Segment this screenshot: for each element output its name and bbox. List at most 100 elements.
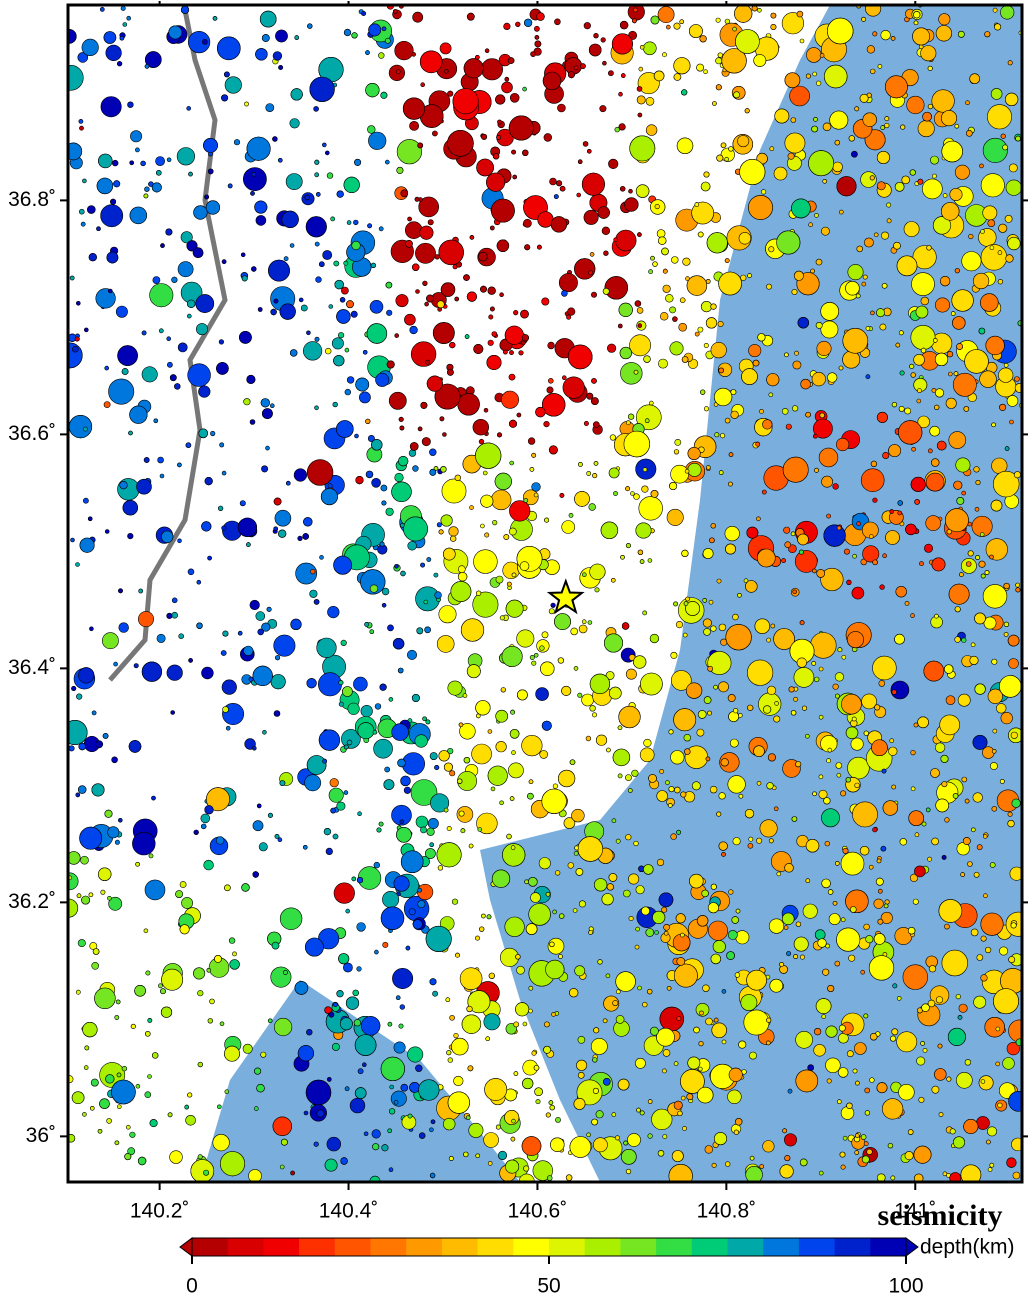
quake-dot bbox=[278, 838, 282, 842]
quake-dot bbox=[563, 377, 585, 399]
quake-dot bbox=[684, 749, 690, 755]
quake-dot bbox=[711, 342, 727, 358]
quake-dot bbox=[575, 846, 579, 850]
quake-dot bbox=[697, 915, 708, 926]
quake-dot bbox=[722, 852, 726, 856]
quake-dot bbox=[848, 264, 863, 279]
quake-dot bbox=[511, 1137, 515, 1141]
quake-dot bbox=[843, 328, 868, 353]
quake-dot bbox=[870, 176, 874, 180]
quake-dot bbox=[529, 986, 533, 990]
quake-dot bbox=[394, 876, 409, 891]
quake-dot bbox=[101, 205, 123, 227]
quake-dot bbox=[566, 1175, 572, 1181]
quake-dot bbox=[587, 471, 591, 475]
quake-dot bbox=[857, 522, 861, 526]
quake-dot bbox=[522, 735, 543, 756]
quake-dot bbox=[123, 23, 127, 27]
quake-dot bbox=[855, 1134, 859, 1138]
quake-dot bbox=[416, 816, 428, 828]
quake-dot bbox=[298, 1045, 314, 1061]
quake-dot bbox=[241, 253, 245, 257]
quake-dot bbox=[813, 792, 817, 796]
quake-dot bbox=[889, 445, 901, 457]
colorbar-swatch bbox=[656, 1238, 692, 1256]
quake-dot bbox=[873, 827, 878, 832]
quake-dot bbox=[918, 179, 923, 184]
quake-dot bbox=[129, 431, 133, 435]
quake-dot bbox=[708, 921, 727, 940]
quake-dot bbox=[485, 1078, 507, 1100]
quake-dot bbox=[782, 559, 786, 563]
quake-dot bbox=[701, 301, 712, 312]
quake-dot bbox=[510, 93, 519, 102]
quake-dot bbox=[257, 804, 261, 808]
quake-dot bbox=[864, 1014, 868, 1018]
quake-dot bbox=[473, 592, 498, 617]
quake-dot bbox=[283, 970, 287, 974]
quake-dot bbox=[890, 739, 894, 743]
quake-dot bbox=[671, 465, 689, 483]
quake-dot bbox=[955, 269, 959, 273]
quake-dot bbox=[625, 198, 639, 212]
quake-dot bbox=[171, 711, 175, 715]
quake-dot bbox=[975, 507, 979, 511]
quake-dot bbox=[836, 438, 849, 451]
quake-dot bbox=[739, 794, 743, 798]
quake-dot bbox=[955, 637, 961, 643]
quake-dot bbox=[922, 1004, 930, 1012]
quake-dot bbox=[145, 64, 149, 68]
basemap bbox=[57, 1, 1030, 1190]
quake-dot bbox=[740, 159, 765, 184]
quake-dot bbox=[940, 276, 950, 286]
quake-dot bbox=[492, 870, 510, 888]
quake-dot bbox=[220, 1152, 244, 1176]
quake-dot bbox=[945, 818, 950, 823]
quake-dot bbox=[769, 919, 784, 934]
quake-dot bbox=[500, 616, 504, 620]
quake-dot bbox=[431, 1120, 435, 1124]
quake-dot bbox=[769, 839, 773, 843]
quake-dot bbox=[325, 1159, 337, 1171]
quake-dot bbox=[935, 743, 945, 753]
quake-dot bbox=[389, 1168, 393, 1172]
quake-dot bbox=[821, 227, 829, 235]
quake-dot bbox=[864, 1142, 868, 1146]
quake-dot bbox=[645, 419, 649, 423]
quake-dot bbox=[699, 1011, 703, 1015]
quake-dot bbox=[711, 304, 717, 310]
quake-dot bbox=[658, 237, 666, 245]
quake-dot bbox=[524, 19, 532, 27]
quake-dot bbox=[501, 391, 518, 408]
quake-dot bbox=[442, 479, 466, 503]
quake-dot bbox=[98, 154, 112, 168]
quake-dot bbox=[883, 801, 898, 816]
quake-dot bbox=[648, 559, 652, 563]
quake-dot bbox=[639, 67, 643, 71]
quake-dot bbox=[357, 967, 362, 972]
quake-dot bbox=[189, 658, 193, 662]
quake-dot bbox=[926, 808, 930, 812]
quake-dot bbox=[703, 619, 711, 627]
quake-dot bbox=[837, 177, 856, 196]
quake-dot bbox=[483, 471, 487, 475]
quake-dot bbox=[185, 1105, 189, 1109]
quake-dot bbox=[167, 158, 171, 162]
quake-dot bbox=[748, 195, 772, 219]
quake-dot bbox=[986, 336, 1005, 355]
quake-dot bbox=[216, 837, 224, 845]
quake-dot bbox=[796, 922, 801, 927]
quake-dot bbox=[534, 493, 538, 497]
colorbar-swatch bbox=[513, 1238, 549, 1256]
quake-dot bbox=[627, 1133, 640, 1146]
quake-dot bbox=[118, 346, 138, 366]
quake-dot bbox=[290, 119, 300, 129]
quake-dot bbox=[326, 848, 333, 855]
quake-dot bbox=[759, 409, 763, 413]
quake-dot bbox=[470, 506, 474, 510]
quake-dot bbox=[806, 48, 821, 63]
quake-dot bbox=[186, 443, 191, 448]
quake-dot bbox=[791, 532, 795, 536]
quake-dot bbox=[674, 57, 690, 73]
quake-dot bbox=[716, 58, 722, 64]
